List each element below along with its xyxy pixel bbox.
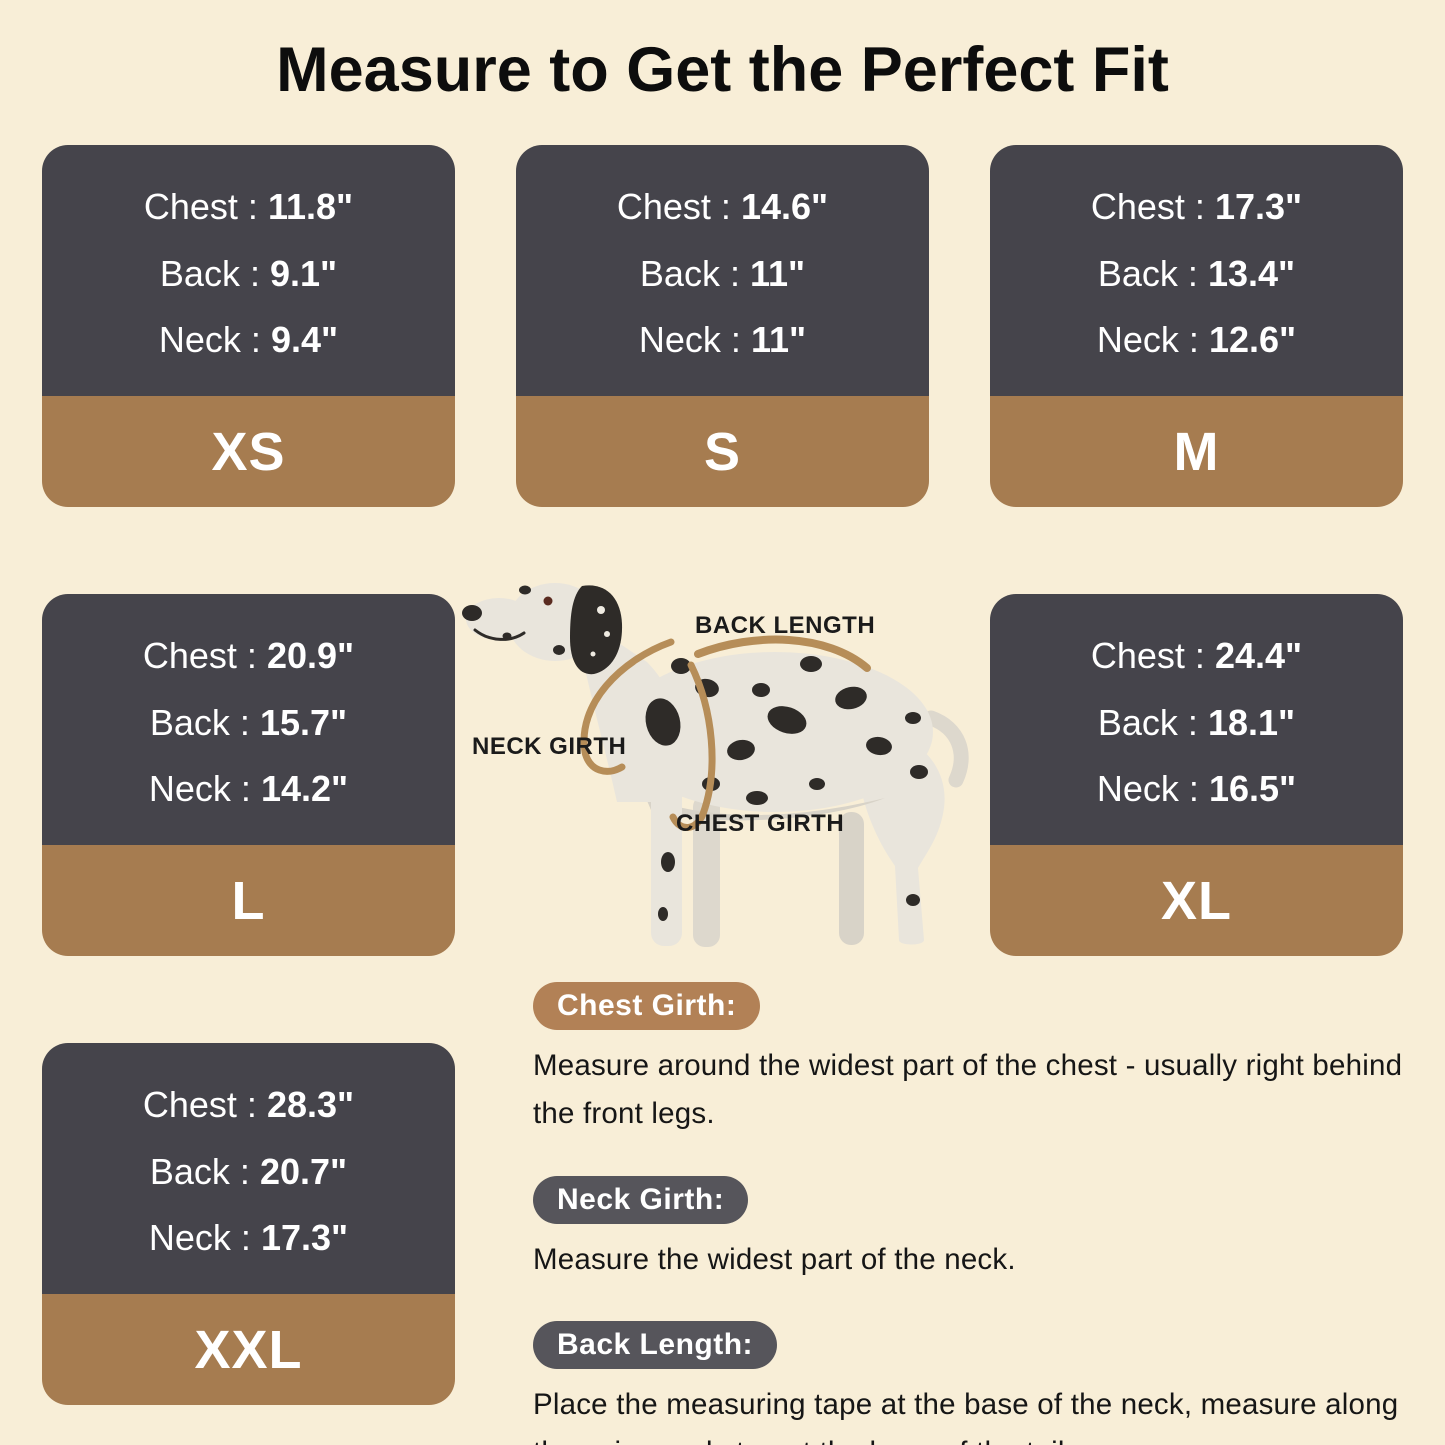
measurements-panel: Chest : 14.6" Back : 11" Neck : 11" <box>516 145 929 396</box>
size-name: XL <box>1160 870 1232 931</box>
dalmatian-dog-drawing <box>462 583 969 947</box>
measurement-back: Back : 11" <box>639 252 806 294</box>
measurements-panel: Chest : 24.4" Back : 18.1" Neck : 16.5" <box>990 594 1403 845</box>
measurement-chest: Chest : 17.3" <box>1090 185 1303 227</box>
size-bar: XL <box>990 845 1403 956</box>
size-card-l: Chest : 20.9" Back : 15.7" Neck : 14.2" … <box>42 594 455 956</box>
measurement-back: Back : 15.7" <box>149 701 348 743</box>
chest-girth-description: Measure around the widest part of the ch… <box>533 1049 1403 1130</box>
neck-girth-badge: Neck Girth: <box>533 1175 749 1224</box>
measurement-neck: Neck : 12.6" <box>1096 319 1297 361</box>
size-bar: M <box>990 396 1403 507</box>
size-name: L <box>231 870 266 931</box>
neck-girth-label: NECK GIRTH <box>472 733 627 760</box>
measurement-neck: Neck : 9.4" <box>158 319 339 361</box>
measurement-back: Back : 18.1" <box>1097 701 1296 743</box>
measurement-back: Back : 13.4" <box>1097 252 1296 294</box>
back-length-label: BACK LENGTH <box>695 612 876 639</box>
back-length-badge: Back Length: <box>533 1321 778 1370</box>
measurement-back: Back : 9.1" <box>159 252 338 294</box>
size-card-m: Chest : 17.3" Back : 13.4" Neck : 12.6" … <box>990 145 1403 507</box>
measurements-panel: Chest : 28.3" Back : 20.7" Neck : 17.3" <box>42 1043 455 1294</box>
back-length-description: Place the measuring tape at the base of … <box>533 1388 1399 1445</box>
measurement-chest: Chest : 14.6" <box>616 185 829 227</box>
measurement-chest: Chest : 11.8" <box>143 185 354 227</box>
measurement-chest: Chest : 24.4" <box>1090 634 1303 676</box>
guide-item-back-length: Back Length: Place the measuring tape at… <box>533 1321 1428 1445</box>
measurement-chest: Chest : 20.9" <box>142 634 355 676</box>
measurements-panel: Chest : 17.3" Back : 13.4" Neck : 12.6" <box>990 145 1403 396</box>
size-card-xs: Chest : 11.8" Back : 9.1" Neck : 9.4" XS <box>42 145 455 507</box>
size-name: XS <box>211 421 286 482</box>
size-name: S <box>703 421 742 482</box>
size-bar: XS <box>42 396 455 507</box>
measurement-back: Back : 20.7" <box>149 1150 348 1192</box>
measurement-neck: Neck : 16.5" <box>1096 768 1297 810</box>
measurements-panel: Chest : 20.9" Back : 15.7" Neck : 14.2" <box>42 594 455 845</box>
size-bar: S <box>516 396 929 507</box>
guide-item-chest-girth: Chest Girth: Measure around the widest p… <box>533 982 1428 1138</box>
chest-girth-badge: Chest Girth: <box>533 982 761 1030</box>
measurement-neck: Neck : 11" <box>638 319 807 361</box>
size-card-s: Chest : 14.6" Back : 11" Neck : 11" S <box>516 145 929 507</box>
measurement-chest: Chest : 28.3" <box>142 1083 355 1125</box>
measurement-neck: Neck : 14.2" <box>148 768 349 810</box>
size-name: M <box>1173 421 1220 482</box>
measuring-guide: Chest Girth: Measure around the widest p… <box>533 982 1428 1445</box>
chest-girth-label: CHEST GIRTH <box>676 810 845 837</box>
size-bar: L <box>42 845 455 956</box>
dog-illustration <box>455 570 975 960</box>
guide-item-neck-girth: Neck Girth: Measure the widest part of t… <box>533 1175 1428 1284</box>
size-name: XXL <box>194 1319 303 1380</box>
size-bar: XXL <box>42 1294 455 1405</box>
size-card-xxl: Chest : 28.3" Back : 20.7" Neck : 17.3" … <box>42 1043 455 1405</box>
measurement-neck: Neck : 17.3" <box>148 1217 349 1259</box>
measurements-panel: Chest : 11.8" Back : 9.1" Neck : 9.4" <box>42 145 455 396</box>
page-title: Measure to Get the Perfect Fit <box>276 35 1169 105</box>
neck-girth-description: Measure the widest part of the neck. <box>533 1242 1016 1276</box>
size-card-xl: Chest : 24.4" Back : 18.1" Neck : 16.5" … <box>990 594 1403 956</box>
